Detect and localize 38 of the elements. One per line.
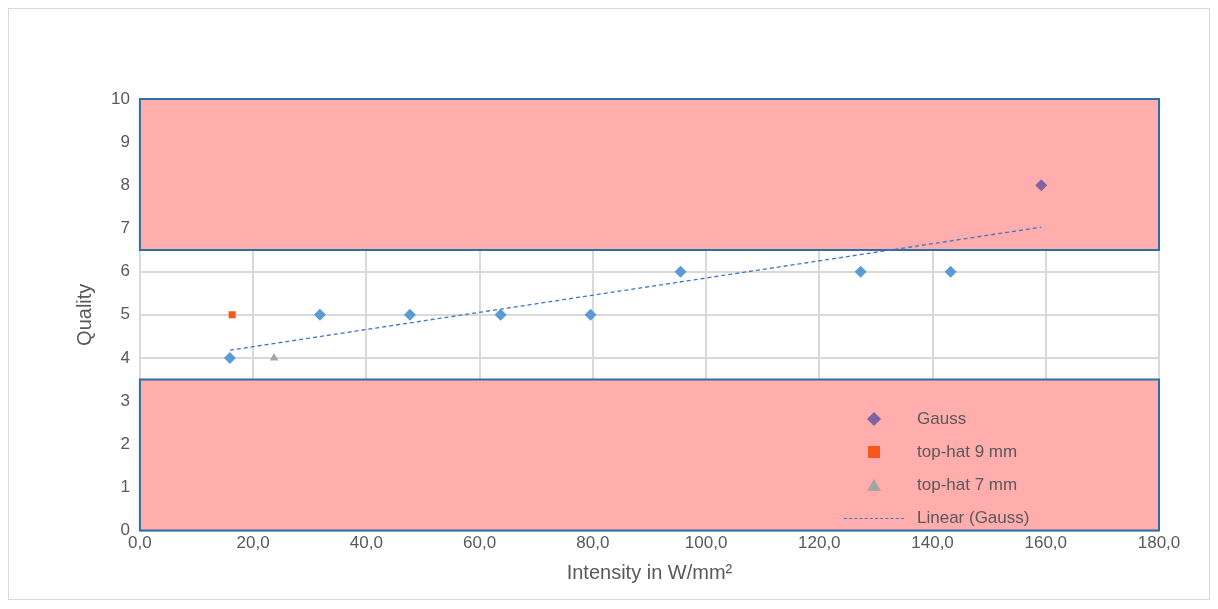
legend-label: Linear (Gauss) [917,508,1030,529]
point [313,308,326,321]
x-tick-label: 80,0 [576,533,610,553]
point [1035,179,1048,192]
x-axis-title: Intensity in W/mm² [566,560,733,583]
x-tick-label: 40,0 [349,533,383,553]
y-tick-label: 4 [120,347,130,367]
x-tick-label: 120,0 [798,533,841,553]
y-tick-label: 7 [120,218,130,238]
x-tick-label: 160,0 [1024,533,1068,553]
x-tick-label: 100,0 [684,533,728,553]
legend-label: top-hat 7 mm [917,475,1018,496]
point [494,308,507,321]
y-tick-label: 10 [110,88,130,108]
y-tick-label: 2 [120,433,130,453]
point [584,308,597,321]
y-tick-label: 3 [120,390,130,410]
point [854,265,867,278]
x-tick-label: 180,0 [1137,533,1181,553]
x-tick-label: 20,0 [236,533,270,553]
y-tick-label: 8 [120,175,130,195]
legend-label: top-hat 9 mm [917,442,1018,463]
x-tick-label: 0,0 [128,533,152,553]
point [944,265,957,278]
point [674,265,687,278]
y-tick-label: 1 [120,477,130,497]
point [403,308,416,321]
x-tick-label: 60,0 [463,533,497,553]
y-tick-label: 5 [120,304,130,324]
y-tick-label: 0 [120,520,130,540]
point [269,352,279,361]
x-tick-label: 140,0 [911,533,954,553]
y-axis-title: Quality [72,283,95,346]
y-tick-label: 6 [120,261,130,281]
point [223,351,236,364]
point [228,311,236,319]
legend-label: Gauss [917,409,967,430]
y-tick-label: 9 [120,131,130,151]
